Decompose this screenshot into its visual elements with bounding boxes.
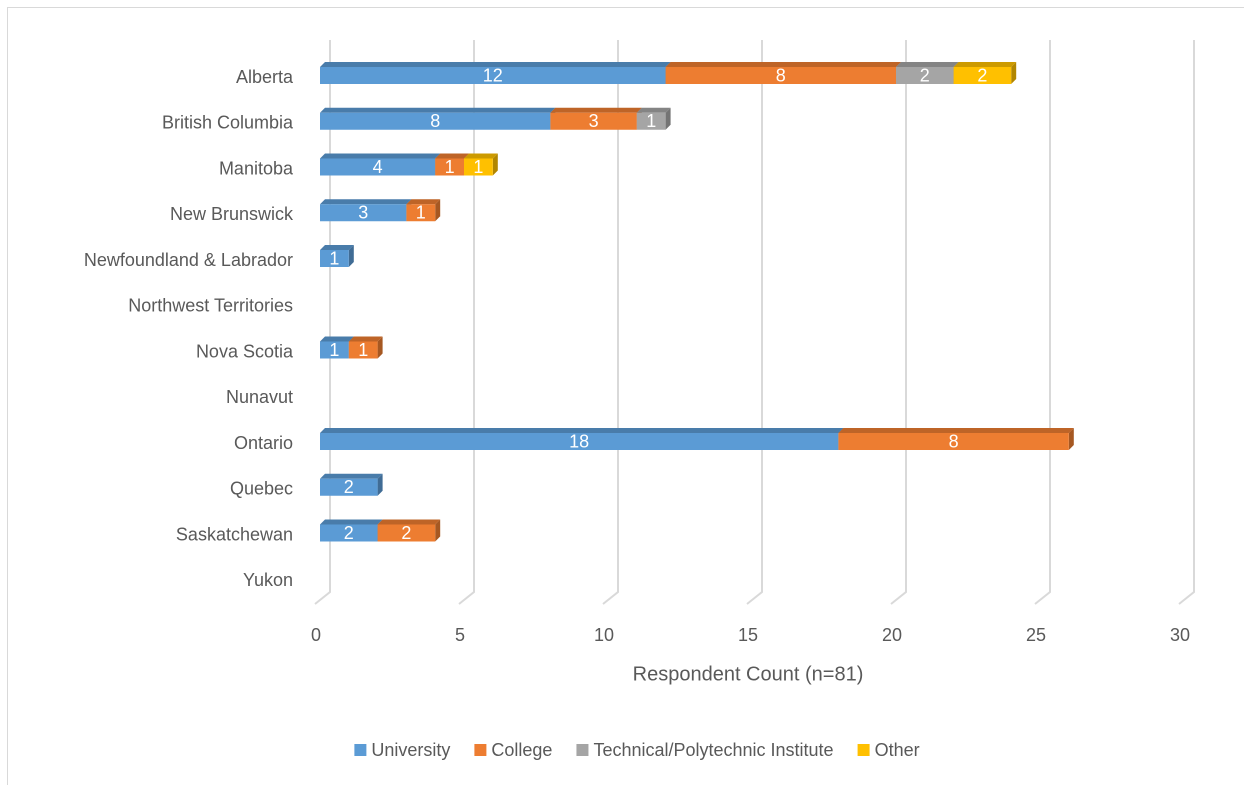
value-label: 1 bbox=[329, 340, 339, 360]
value-label: 8 bbox=[776, 65, 786, 85]
y-tick-label: Nova Scotia bbox=[196, 341, 294, 361]
value-label: 1 bbox=[358, 340, 368, 360]
value-label: 1 bbox=[416, 203, 426, 223]
x-axis-label: Respondent Count (n=81) bbox=[633, 663, 864, 685]
x-tick-label: 0 bbox=[311, 625, 321, 645]
value-label: 2 bbox=[977, 65, 987, 85]
value-label: 1 bbox=[473, 157, 483, 177]
x-tick-label: 10 bbox=[594, 625, 614, 645]
x-tick-label: 15 bbox=[738, 625, 758, 645]
y-tick-label: Northwest Territories bbox=[128, 296, 293, 316]
value-label: 12 bbox=[483, 65, 503, 85]
legend-swatch bbox=[858, 744, 870, 756]
legend-label: University bbox=[371, 740, 450, 760]
value-label: 2 bbox=[920, 65, 930, 85]
y-tick-label: Alberta bbox=[236, 67, 294, 87]
value-label: 1 bbox=[329, 248, 339, 268]
value-label: 1 bbox=[445, 157, 455, 177]
value-label: 1 bbox=[646, 111, 656, 131]
x-tick-label: 25 bbox=[1026, 625, 1046, 645]
x-tick-label: 20 bbox=[882, 625, 902, 645]
y-tick-label: Manitoba bbox=[219, 158, 294, 178]
y-tick-label: Yukon bbox=[243, 570, 293, 590]
value-label: 8 bbox=[949, 431, 959, 451]
value-label: 2 bbox=[344, 477, 354, 497]
y-tick-label: Nunavut bbox=[226, 387, 293, 407]
value-label: 4 bbox=[373, 157, 383, 177]
grid-line bbox=[747, 40, 762, 604]
x-tick-label: 30 bbox=[1170, 625, 1190, 645]
legend-label: Technical/Polytechnic Institute bbox=[593, 740, 833, 760]
grid-line bbox=[1179, 40, 1194, 604]
value-label: 3 bbox=[358, 203, 368, 223]
legend-swatch bbox=[576, 744, 588, 756]
y-tick-label: Saskatchewan bbox=[176, 524, 293, 544]
value-label: 18 bbox=[569, 431, 589, 451]
grid-line bbox=[1035, 40, 1050, 604]
y-tick-label: British Columbia bbox=[162, 113, 294, 133]
legend-label: Other bbox=[875, 740, 920, 760]
x-tick-label: 5 bbox=[455, 625, 465, 645]
legend: University College Technical/Polytechnic I… bbox=[354, 740, 919, 760]
legend-label: College bbox=[491, 740, 552, 760]
y-tick-label: Ontario bbox=[234, 433, 293, 453]
value-label: 2 bbox=[344, 523, 354, 543]
y-tick-label: New Brunswick bbox=[170, 204, 294, 224]
grid-line bbox=[891, 40, 906, 604]
legend-swatch bbox=[474, 744, 486, 756]
value-label: 3 bbox=[589, 111, 599, 131]
value-label: 8 bbox=[430, 111, 440, 131]
y-tick-label: Quebec bbox=[230, 479, 293, 499]
legend-swatch bbox=[354, 744, 366, 756]
y-tick-label: Newfoundland & Labrador bbox=[84, 250, 293, 270]
value-label: 2 bbox=[401, 523, 411, 543]
